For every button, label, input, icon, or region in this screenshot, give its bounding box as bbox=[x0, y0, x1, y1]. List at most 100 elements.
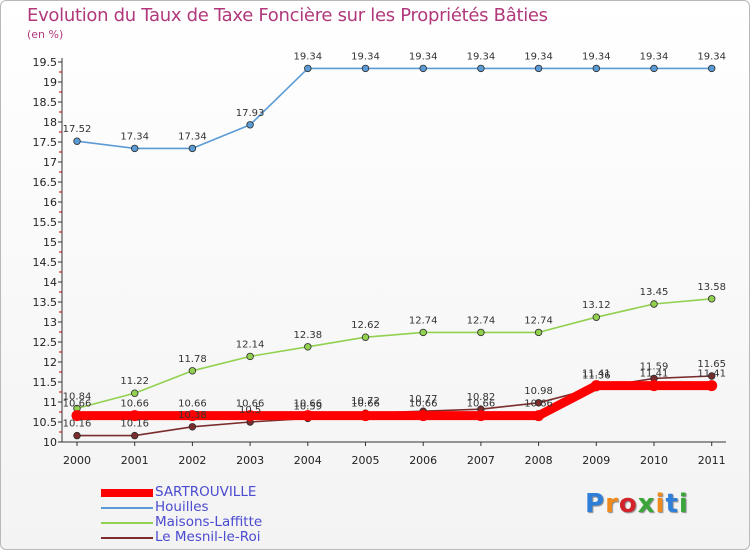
data-label: 10.66 bbox=[120, 399, 149, 410]
data-label: 10.16 bbox=[120, 419, 149, 430]
y-tick-label: 18 bbox=[43, 116, 57, 129]
data-label: 17.93 bbox=[236, 108, 265, 119]
data-label: 11.41 bbox=[582, 369, 611, 380]
data-label: 19.34 bbox=[524, 51, 553, 62]
data-label: 11.65 bbox=[697, 359, 726, 370]
data-point bbox=[417, 410, 429, 422]
data-point bbox=[534, 399, 543, 407]
data-point bbox=[244, 410, 256, 422]
y-tick-label: 17 bbox=[43, 156, 57, 169]
y-tick-label: 14 bbox=[43, 276, 57, 289]
data-label: 10.66 bbox=[178, 399, 207, 410]
data-label: 10.66 bbox=[524, 399, 553, 410]
data-point bbox=[361, 64, 370, 73]
x-tick-label: 2001 bbox=[121, 454, 149, 467]
y-tick-label: 19 bbox=[43, 76, 57, 89]
data-point bbox=[360, 410, 371, 422]
data-label: 12.74 bbox=[409, 315, 438, 326]
data-label: 12.14 bbox=[236, 339, 265, 350]
data-label: 13.58 bbox=[697, 282, 726, 293]
data-label: 10.82 bbox=[467, 392, 496, 403]
chart-title: Evolution du Taux de Taxe Foncière sur l… bbox=[27, 5, 548, 26]
y-tick-label: 11.5 bbox=[33, 376, 58, 389]
data-label: 10.66 bbox=[409, 399, 438, 410]
data-label: 17.34 bbox=[178, 131, 207, 142]
y-tick-label: 13 bbox=[43, 316, 57, 329]
logo-letter: r bbox=[605, 489, 619, 519]
series-line-sartrouville bbox=[72, 381, 717, 421]
y-tick-label: 18.5 bbox=[33, 96, 58, 109]
chart-unit: (en %) bbox=[27, 28, 64, 41]
data-point bbox=[475, 410, 487, 422]
x-tick-label: 2009 bbox=[582, 454, 610, 467]
y-tick-label: 12 bbox=[43, 356, 57, 369]
y-tick-label: 13.5 bbox=[33, 296, 58, 309]
data-point bbox=[129, 410, 141, 422]
data-point bbox=[650, 64, 658, 73]
data-point bbox=[130, 389, 139, 397]
x-tick-label: 2000 bbox=[63, 454, 91, 467]
data-point bbox=[73, 431, 81, 440]
data-point bbox=[708, 295, 716, 303]
data-point bbox=[130, 431, 139, 440]
x-tick-label: 2002 bbox=[178, 454, 206, 467]
data-label: 12.74 bbox=[467, 315, 496, 326]
data-label: 11.59 bbox=[640, 361, 669, 372]
data-label: 10.16 bbox=[63, 419, 92, 430]
y-tick-label: 14.5 bbox=[33, 256, 58, 269]
data-label: 11.36 bbox=[582, 371, 611, 382]
data-point bbox=[302, 410, 314, 422]
legend-swatch bbox=[101, 537, 153, 539]
logo-letter: i bbox=[655, 489, 666, 519]
data-point bbox=[419, 64, 427, 73]
data-point bbox=[706, 380, 718, 392]
legend-label: SARTROUVILLE bbox=[155, 484, 257, 500]
logo-letter: x bbox=[637, 489, 656, 519]
data-point bbox=[73, 137, 81, 145]
data-label: 10.77 bbox=[409, 394, 438, 405]
data-label: 19.34 bbox=[293, 51, 322, 62]
x-tick-label: 2008 bbox=[525, 454, 553, 467]
data-label: 10.5 bbox=[239, 405, 261, 416]
data-point bbox=[304, 343, 312, 351]
data-point bbox=[477, 64, 485, 73]
x-tick-label: 2005 bbox=[352, 454, 380, 467]
data-label: 12.74 bbox=[524, 315, 553, 326]
logo-letter: i bbox=[678, 489, 689, 519]
series-line-houilles bbox=[76, 67, 713, 150]
data-point bbox=[419, 328, 427, 337]
logo-letter: o bbox=[618, 489, 638, 519]
y-tick-label: 16 bbox=[43, 196, 57, 209]
y-tick-label: 11 bbox=[43, 396, 57, 409]
data-label: 19.34 bbox=[697, 51, 726, 62]
data-label: 10.72 bbox=[351, 396, 380, 407]
data-point bbox=[650, 300, 658, 308]
data-point bbox=[246, 352, 254, 361]
data-label: 19.34 bbox=[409, 51, 438, 62]
data-point bbox=[648, 380, 660, 392]
legend-swatch bbox=[101, 522, 153, 524]
x-tick-label: 2007 bbox=[467, 454, 495, 467]
x-tick-label: 2011 bbox=[698, 454, 726, 467]
data-label: 12.38 bbox=[293, 330, 322, 341]
y-tick-label: 15 bbox=[43, 236, 57, 249]
data-label: 10.66 bbox=[236, 399, 265, 410]
data-label: 19.34 bbox=[351, 51, 380, 62]
data-label: 19.34 bbox=[640, 51, 669, 62]
data-label: 10.84 bbox=[63, 391, 92, 402]
legend-label: Le Mesnil-le-Roi bbox=[155, 529, 261, 545]
data-label: 10.66 bbox=[351, 399, 380, 410]
proxiti-logo: Proxiti bbox=[585, 489, 689, 519]
data-point bbox=[534, 328, 543, 337]
data-point bbox=[708, 64, 716, 73]
data-point bbox=[592, 313, 600, 321]
data-point bbox=[246, 121, 254, 129]
x-tick-label: 2006 bbox=[409, 454, 437, 467]
series-line-maisons-laffitte bbox=[76, 297, 713, 410]
x-tick-label: 2004 bbox=[294, 454, 322, 467]
data-point bbox=[188, 367, 197, 375]
y-tick-label: 16.5 bbox=[33, 176, 58, 189]
data-point bbox=[186, 410, 198, 422]
